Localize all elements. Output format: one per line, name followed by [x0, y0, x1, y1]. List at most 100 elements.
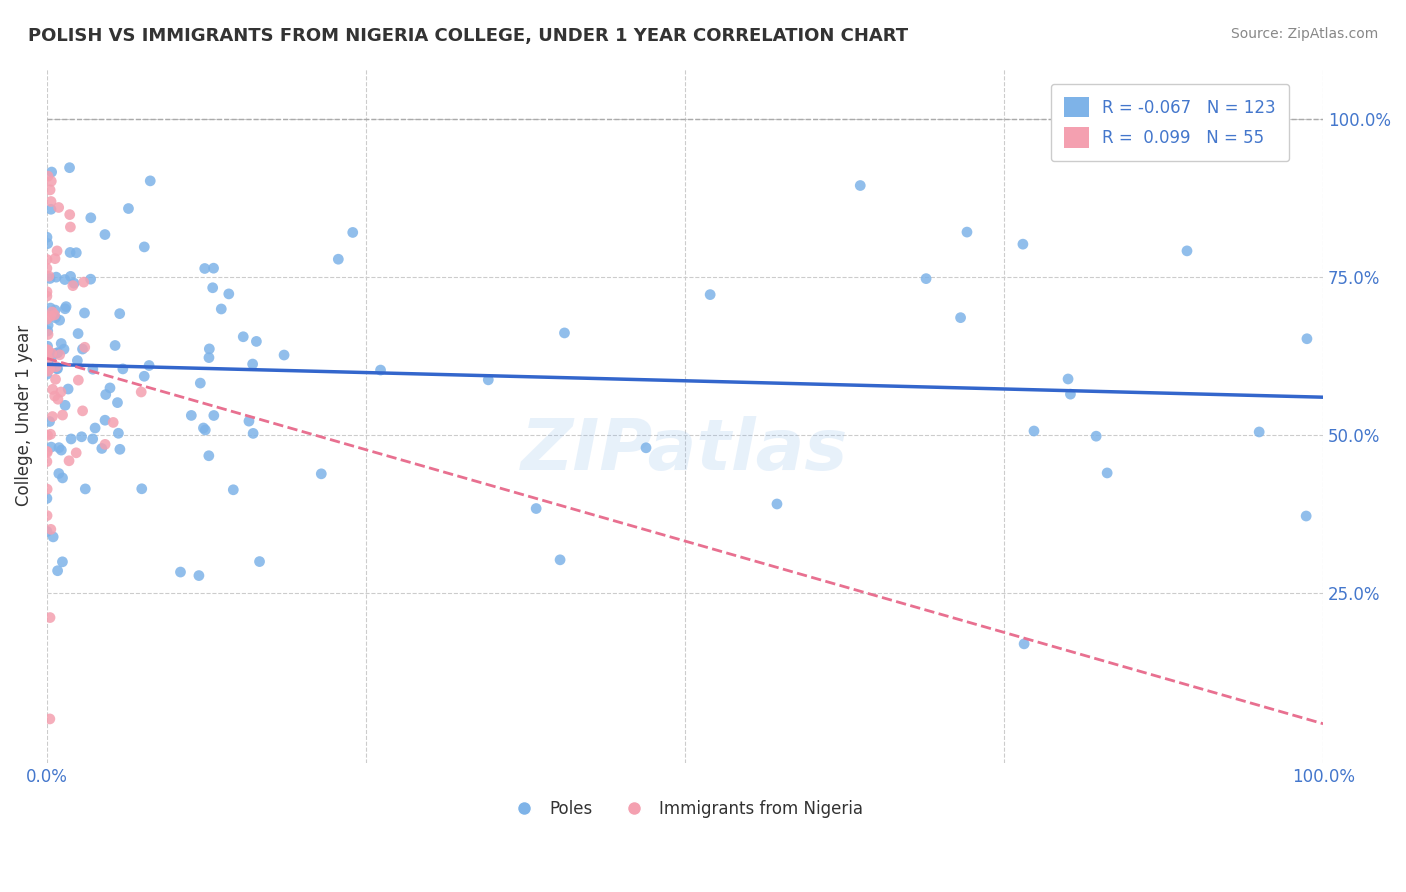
Point	[51, 471, 73, 485]
Point	[699, 287, 721, 301]
Point	[44, 372, 66, 386]
Point	[41, 305, 63, 319]
Point	[48, 467, 70, 481]
Point	[39, 309, 62, 323]
Point	[39, 202, 62, 217]
Text: Source: ZipAtlas.com: Source: ZipAtlas.com	[1230, 27, 1378, 41]
Point	[1295, 508, 1317, 523]
Point	[37, 318, 59, 333]
Point	[35, 444, 58, 458]
Point	[915, 271, 938, 285]
Point	[218, 286, 240, 301]
Point	[35, 367, 58, 381]
Point	[37, 339, 59, 353]
Point	[1059, 387, 1081, 401]
Point	[39, 346, 62, 360]
Point	[194, 423, 217, 437]
Point	[108, 442, 131, 457]
Point	[44, 303, 66, 318]
Point	[94, 387, 117, 401]
Point	[45, 361, 67, 376]
Point	[107, 426, 129, 441]
Point	[37, 169, 59, 183]
Point	[73, 306, 96, 320]
Point	[242, 357, 264, 371]
Point	[956, 225, 979, 239]
Point	[37, 351, 59, 365]
Point	[328, 252, 350, 267]
Point	[111, 362, 134, 376]
Point	[370, 363, 392, 377]
Point	[477, 373, 499, 387]
Point	[198, 449, 221, 463]
Point	[82, 362, 104, 376]
Point	[46, 346, 69, 360]
Point	[39, 174, 62, 188]
Point	[198, 342, 221, 356]
Point	[44, 252, 66, 266]
Point	[58, 454, 80, 468]
Point	[187, 568, 209, 582]
Point	[48, 441, 70, 455]
Point	[46, 244, 69, 258]
Point	[51, 408, 73, 422]
Point	[1085, 429, 1108, 443]
Point	[41, 382, 63, 396]
Point	[94, 413, 117, 427]
Point	[55, 300, 77, 314]
Point	[49, 384, 72, 399]
Point	[51, 555, 73, 569]
Point	[41, 346, 63, 360]
Point	[38, 415, 60, 429]
Point	[222, 483, 245, 497]
Point	[342, 226, 364, 240]
Point	[35, 343, 58, 357]
Point	[188, 376, 211, 390]
Point	[48, 313, 70, 327]
Point	[548, 553, 571, 567]
Point	[39, 301, 62, 315]
Point	[1012, 637, 1035, 651]
Point	[53, 301, 76, 316]
Point	[98, 381, 121, 395]
Point	[37, 364, 59, 378]
Point	[59, 208, 82, 222]
Point	[194, 261, 217, 276]
Text: POLISH VS IMMIGRANTS FROM NIGERIA COLLEGE, UNDER 1 YEAR CORRELATION CHART: POLISH VS IMMIGRANTS FROM NIGERIA COLLEG…	[28, 27, 908, 45]
Point	[193, 421, 215, 435]
Point	[849, 178, 872, 193]
Point	[44, 389, 66, 403]
Point	[65, 446, 87, 460]
Y-axis label: College, Under 1 year: College, Under 1 year	[15, 326, 32, 507]
Point	[202, 409, 225, 423]
Point	[72, 404, 94, 418]
Point	[249, 555, 271, 569]
Point	[35, 285, 58, 299]
Point	[58, 161, 80, 175]
Point	[41, 165, 63, 179]
Point	[45, 270, 67, 285]
Point	[117, 202, 139, 216]
Point	[134, 369, 156, 384]
Point	[42, 530, 65, 544]
Point	[41, 351, 63, 365]
Point	[46, 564, 69, 578]
Point	[634, 441, 657, 455]
Point	[1057, 372, 1080, 386]
Point	[59, 245, 82, 260]
Point	[311, 467, 333, 481]
Point	[53, 342, 76, 356]
Point	[35, 354, 58, 368]
Point	[59, 269, 82, 284]
Point	[39, 522, 62, 536]
Point	[38, 712, 60, 726]
Point	[39, 427, 62, 442]
Point	[94, 227, 117, 242]
Point	[37, 445, 59, 459]
Point	[66, 353, 89, 368]
Point	[35, 454, 58, 468]
Point	[1296, 332, 1319, 346]
Point	[44, 308, 66, 322]
Point	[38, 269, 60, 284]
Point	[90, 442, 112, 456]
